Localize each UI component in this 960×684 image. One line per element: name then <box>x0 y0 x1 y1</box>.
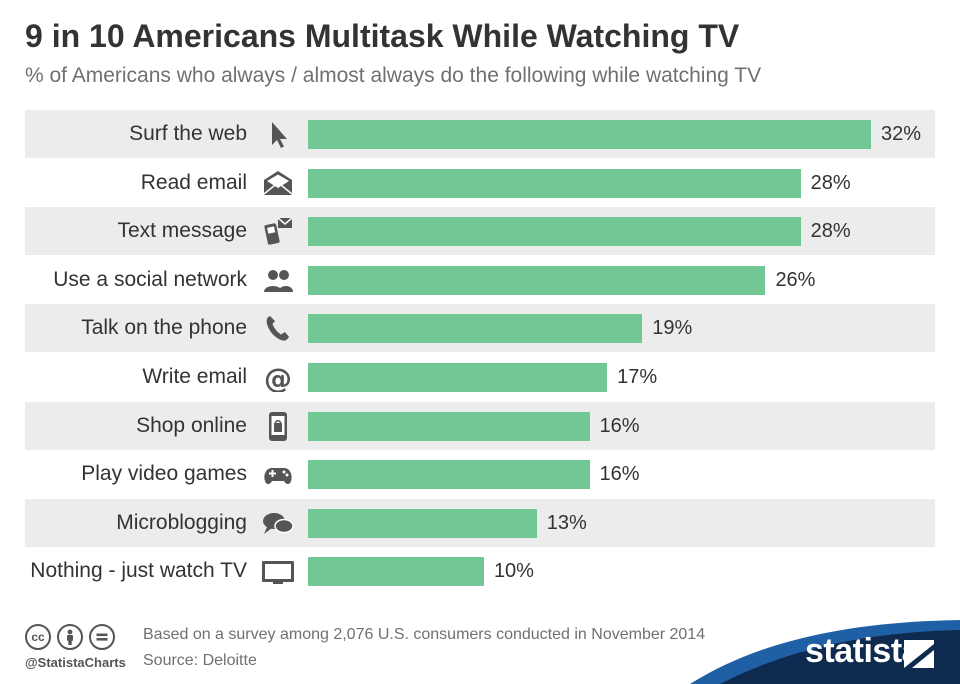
bar <box>308 460 590 489</box>
bar <box>308 363 608 392</box>
chart-subtitle: % of Americans who always / almost alway… <box>25 64 762 87</box>
bar-row: Write email @17% <box>25 353 935 401</box>
bar <box>308 217 801 246</box>
bar-row: Surf the web 32% <box>25 110 935 158</box>
bar-row: Read email 28% <box>25 159 935 207</box>
category-label: Shop online <box>136 414 247 437</box>
category-label: Nothing - just watch TV <box>30 559 247 582</box>
brand-wave <box>690 620 960 684</box>
category-label: Microblogging <box>116 511 247 534</box>
value-label: 19% <box>652 317 693 339</box>
bar <box>308 412 590 441</box>
value-label: 13% <box>546 512 587 534</box>
license-icons: cc <box>25 624 125 652</box>
value-label: 32% <box>881 123 922 145</box>
value-label: 26% <box>775 269 816 291</box>
category-label: Text message <box>117 219 247 242</box>
category-label: Read email <box>140 171 247 194</box>
chart-title: 9 in 10 Americans Multitask While Watchi… <box>25 18 740 54</box>
phone-icon <box>266 316 289 341</box>
bar <box>308 557 484 586</box>
svg-text:@: @ <box>264 362 292 392</box>
survey-note: Based on a survey among 2,076 U.S. consu… <box>143 626 706 643</box>
gamepad-icon <box>264 468 292 484</box>
cursor-icon <box>272 122 287 148</box>
twitter-handle[interactable]: @StatistaCharts <box>25 655 126 670</box>
value-label: 10% <box>493 560 534 582</box>
people-icon <box>264 270 293 292</box>
category-label: Write email <box>142 365 247 388</box>
bar-row: Talk on the phone 19% <box>25 304 935 352</box>
source-note: Source: Deloitte <box>143 652 257 669</box>
value-label: 16% <box>599 463 640 485</box>
bar-row: Play video games 16% <box>25 450 935 498</box>
category-label: Surf the web <box>129 122 247 145</box>
value-label: 28% <box>810 220 851 242</box>
no-derivatives-icon <box>89 624 115 650</box>
statista-logo[interactable]: statista <box>805 632 921 670</box>
category-label: Use a social network <box>53 268 247 291</box>
category-label: Play video games <box>81 462 247 485</box>
bar-row: Text message 28% <box>25 207 935 255</box>
value-label: 16% <box>599 415 640 437</box>
speech-bubbles-icon <box>263 513 294 534</box>
shopping-phone-icon <box>269 412 287 441</box>
bar-row: Nothing - just watch TV 10% <box>25 547 935 595</box>
category-label: Talk on the phone <box>81 316 247 339</box>
value-label: 28% <box>810 172 851 194</box>
envelope-icon <box>263 171 293 195</box>
bar <box>308 266 766 295</box>
bar-row: Microblogging 13% <box>25 499 935 547</box>
value-label: 17% <box>617 366 658 388</box>
mobile-message-icon <box>264 217 293 245</box>
bar <box>308 169 801 198</box>
bar <box>308 120 871 149</box>
tv-icon <box>262 561 294 584</box>
bar <box>308 509 537 538</box>
bar-row: Shop online 16% <box>25 402 935 450</box>
bar-chart: Surf the web 32% Read email 28% Text message… <box>25 110 935 600</box>
at-sign-icon: @ <box>264 362 292 392</box>
attribution-icon <box>57 624 83 650</box>
bar <box>308 314 643 343</box>
cc-icon: cc <box>25 624 51 650</box>
bar-row: Use a social network 26% <box>25 256 935 304</box>
statista-mark-icon <box>904 640 934 668</box>
